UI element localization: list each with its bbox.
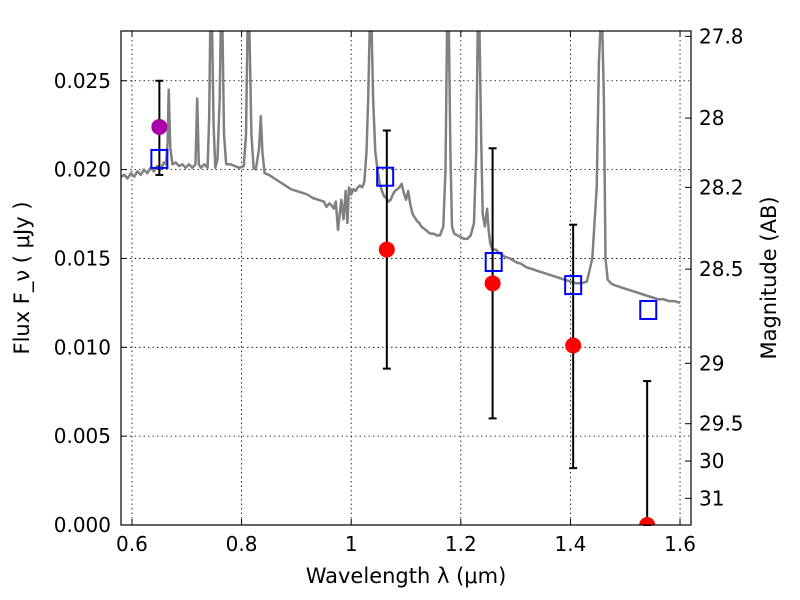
right-tick-label: 31 [699, 486, 724, 510]
observed-point [565, 337, 582, 354]
x-tick-label: 0.6 [116, 532, 148, 556]
y-tick-label: 0.010 [54, 335, 111, 359]
model-points [150, 148, 658, 320]
x-tick-label: 1.6 [664, 532, 696, 556]
tick-labels: 0.6 0.8 1 1.2 1.4 1.6 0.000 0.005 0.010 0.015 0.02… [54, 24, 744, 556]
observed-point [639, 517, 656, 525]
model-point [564, 275, 583, 296]
model-point [376, 166, 395, 187]
y-tick-label: 0.020 [54, 158, 111, 182]
grid-lines [121, 31, 691, 526]
error-bars [155, 79, 652, 526]
y-tick-label: 0.025 [54, 69, 111, 93]
model-point [150, 148, 169, 169]
y-tick-label: 0.015 [54, 246, 111, 270]
spectrum-line [121, 31, 681, 305]
right-tick-label: 28.5 [699, 257, 744, 281]
right-tick-label: 29 [699, 351, 724, 375]
axis-ticks [121, 31, 691, 526]
y-tick-label: 0.005 [54, 424, 111, 448]
y-axis-label: Flux F_ν ( μJy ) [10, 201, 35, 354]
right-tick-label: 28 [699, 106, 724, 130]
x-tick-label: 0.8 [226, 532, 258, 556]
x-tick-label: 1.2 [445, 532, 477, 556]
right-axis-label: Magnitude (AB) [757, 196, 781, 359]
y-tick-label: 0.000 [54, 513, 111, 537]
x-axis-label: Wavelength λ (μm) [306, 564, 507, 588]
model-point [639, 299, 658, 320]
right-tick-label: 30 [699, 449, 724, 473]
right-tick-label: 29.5 [699, 412, 744, 436]
right-tick-label: 27.8 [699, 24, 744, 48]
right-tick-label: 28.2 [699, 175, 744, 199]
observed-point [484, 275, 501, 292]
observed-point [378, 241, 395, 258]
x-tick-label: 1 [345, 532, 358, 556]
x-tick-label: 1.4 [555, 532, 587, 556]
observed-points [151, 118, 656, 525]
model-point [484, 252, 503, 273]
plot-frame [120, 30, 692, 526]
spectrum-layer [121, 31, 681, 305]
observed-point [151, 118, 168, 135]
